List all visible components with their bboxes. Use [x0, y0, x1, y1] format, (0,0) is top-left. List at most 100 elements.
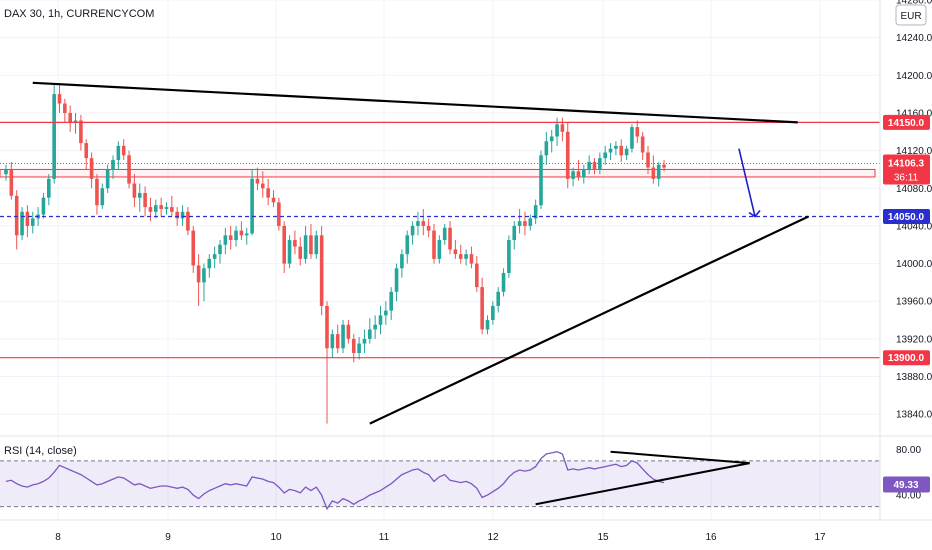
candle[interactable]: [180, 205, 185, 226]
candle[interactable]: [79, 114, 83, 151]
candle[interactable]: [475, 256, 479, 292]
candle[interactable]: [635, 120, 640, 144]
candle[interactable]: [646, 145, 650, 175]
candle[interactable]: [501, 268, 506, 297]
candle[interactable]: [218, 240, 222, 264]
candle[interactable]: [458, 244, 463, 264]
candle[interactable]: [314, 230, 319, 259]
candle[interactable]: [448, 221, 452, 255]
candle[interactable]: [346, 320, 351, 344]
candle[interactable]: [582, 164, 586, 184]
candle[interactable]: [95, 174, 99, 215]
candle[interactable]: [453, 240, 458, 259]
candle[interactable]: [89, 152, 94, 189]
candle[interactable]: [651, 155, 656, 184]
candle[interactable]: [116, 141, 121, 170]
candle[interactable]: [266, 178, 270, 206]
candle[interactable]: [330, 329, 335, 358]
candle[interactable]: [287, 235, 292, 269]
trendline-layer[interactable]: [32, 81, 809, 425]
candle[interactable]: [143, 186, 147, 217]
candle[interactable]: [571, 167, 575, 187]
candle[interactable]: [100, 183, 105, 209]
candle[interactable]: [357, 336, 361, 360]
rsi-trendline[interactable]: [535, 462, 750, 506]
time-axis[interactable]: 8 9 10 11 12 15 16 17: [55, 532, 826, 543]
candle[interactable]: [416, 211, 420, 236]
candle[interactable]: [485, 315, 490, 335]
candle[interactable]: [298, 237, 303, 266]
candle[interactable]: [170, 195, 174, 217]
candle-layer[interactable]: [4, 82, 666, 424]
candle[interactable]: [528, 214, 533, 231]
candle[interactable]: [362, 329, 367, 353]
candle[interactable]: [614, 141, 618, 156]
candle[interactable]: [624, 145, 629, 161]
candle[interactable]: [496, 287, 500, 313]
candle[interactable]: [368, 318, 372, 344]
candle[interactable]: [389, 287, 393, 321]
candle[interactable]: [191, 225, 196, 273]
candle[interactable]: [132, 174, 137, 208]
candle[interactable]: [565, 122, 570, 189]
candle[interactable]: [598, 152, 602, 175]
candle[interactable]: [507, 235, 511, 278]
candle[interactable]: [63, 98, 67, 123]
candle[interactable]: [378, 305, 383, 335]
rsi-pane[interactable]: [0, 435, 932, 511]
candle[interactable]: [212, 246, 217, 269]
candle[interactable]: [421, 208, 426, 236]
candle[interactable]: [293, 230, 297, 255]
resistance-zone[interactable]: [0, 168, 876, 178]
candle[interactable]: [148, 197, 153, 222]
candle[interactable]: [137, 183, 142, 212]
candle[interactable]: [619, 139, 624, 162]
candle[interactable]: [25, 205, 30, 238]
candle[interactable]: [196, 254, 201, 306]
candle[interactable]: [127, 150, 131, 189]
candle[interactable]: [325, 301, 329, 424]
candle[interactable]: [549, 129, 554, 153]
candle[interactable]: [41, 192, 46, 219]
candle[interactable]: [480, 277, 484, 335]
candle[interactable]: [244, 227, 249, 245]
price-axis[interactable]: 13840.0 13880.0 13920.0 13960.0 14000.0 14040…: [896, 0, 932, 502]
candle[interactable]: [319, 225, 324, 316]
candle[interactable]: [603, 145, 607, 165]
candle[interactable]: [271, 190, 276, 208]
candle[interactable]: [523, 211, 527, 236]
candle[interactable]: [335, 324, 340, 353]
candle[interactable]: [394, 263, 399, 302]
candle[interactable]: [52, 84, 56, 184]
candle[interactable]: [309, 224, 313, 259]
candle[interactable]: [544, 131, 549, 165]
candle[interactable]: [239, 221, 244, 241]
candle[interactable]: [282, 221, 286, 273]
candle[interactable]: [47, 174, 51, 206]
candle[interactable]: [105, 164, 110, 193]
candle[interactable]: [68, 105, 72, 132]
candle[interactable]: [405, 230, 410, 264]
candle[interactable]: [186, 207, 190, 236]
candle[interactable]: [630, 124, 634, 153]
candle[interactable]: [592, 158, 597, 175]
trendline[interactable]: [32, 81, 798, 124]
candle[interactable]: [223, 227, 228, 255]
candle[interactable]: [164, 202, 169, 215]
candle[interactable]: [464, 249, 468, 266]
candle[interactable]: [608, 143, 613, 161]
candle[interactable]: [640, 131, 645, 161]
candle[interactable]: [442, 224, 447, 245]
candle[interactable]: [410, 221, 415, 245]
candle[interactable]: [656, 161, 661, 187]
candle[interactable]: [539, 150, 543, 209]
candle[interactable]: [512, 221, 517, 250]
candle[interactable]: [207, 254, 212, 278]
candle[interactable]: [20, 207, 24, 241]
candle[interactable]: [400, 249, 404, 278]
candle[interactable]: [662, 160, 666, 172]
trendline[interactable]: [369, 215, 809, 425]
candle[interactable]: [432, 224, 436, 264]
candle[interactable]: [73, 112, 78, 134]
candle[interactable]: [154, 199, 158, 219]
